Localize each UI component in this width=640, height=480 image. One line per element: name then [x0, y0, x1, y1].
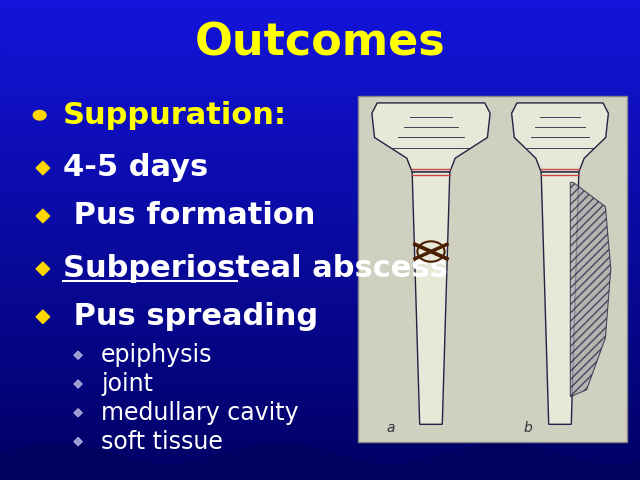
Polygon shape: [74, 408, 83, 417]
Bar: [0, 144, 640, 152]
Bar: [0, 272, 640, 280]
Polygon shape: [570, 182, 611, 396]
Bar: [0, 304, 640, 312]
Bar: [0, 376, 640, 384]
Bar: [0, 120, 640, 128]
Bar: [0, 352, 640, 360]
Bar: [0, 288, 640, 296]
Bar: [0, 32, 640, 40]
Polygon shape: [412, 172, 450, 424]
Text: epiphysis: epiphysis: [101, 343, 212, 367]
Bar: [0, 408, 640, 416]
Text: Outcomes: Outcomes: [195, 22, 445, 65]
Bar: [0, 48, 640, 56]
Bar: [0, 368, 640, 376]
Bar: [0, 104, 640, 112]
Bar: [0, 136, 640, 144]
Bar: [0, 160, 640, 168]
Bar: [0, 264, 640, 272]
Bar: [0, 8, 640, 16]
Bar: [0, 200, 640, 208]
Bar: [0, 152, 640, 160]
Polygon shape: [36, 209, 50, 223]
Bar: [0, 240, 640, 248]
Bar: [0, 128, 640, 136]
Bar: [0, 392, 640, 400]
Polygon shape: [511, 103, 609, 172]
Polygon shape: [36, 262, 50, 276]
FancyBboxPatch shape: [358, 96, 627, 442]
Bar: [0, 344, 640, 352]
Bar: [0, 40, 640, 48]
Text: soft tissue: soft tissue: [101, 430, 223, 454]
Bar: [0, 336, 640, 344]
Polygon shape: [74, 437, 83, 446]
Bar: [0, 312, 640, 320]
Polygon shape: [372, 103, 490, 172]
Polygon shape: [74, 351, 83, 360]
Bar: [0, 184, 640, 192]
Text: a: a: [387, 421, 395, 435]
Bar: [0, 256, 640, 264]
Bar: [0, 176, 640, 184]
Circle shape: [33, 110, 46, 120]
Bar: [0, 96, 640, 104]
Polygon shape: [74, 380, 83, 388]
Bar: [0, 168, 640, 176]
Bar: [0, 424, 640, 432]
Bar: [0, 56, 640, 64]
Bar: [0, 216, 640, 224]
Bar: [0, 384, 640, 392]
Bar: [0, 328, 640, 336]
Text: joint: joint: [101, 372, 153, 396]
Text: b: b: [524, 421, 532, 435]
Bar: [0, 88, 640, 96]
Text: medullary cavity: medullary cavity: [101, 401, 299, 425]
Bar: [0, 24, 640, 32]
Bar: [0, 72, 640, 80]
Bar: [0, 464, 640, 472]
Text: Pus spreading: Pus spreading: [63, 302, 318, 331]
Bar: [0, 472, 640, 480]
Bar: [0, 232, 640, 240]
Bar: [0, 432, 640, 440]
Bar: [0, 16, 640, 24]
Bar: [0, 416, 640, 424]
Bar: [0, 224, 640, 232]
Bar: [0, 400, 640, 408]
Bar: [0, 280, 640, 288]
Text: Subperiosteal abscess: Subperiosteal abscess: [63, 254, 447, 283]
Bar: [0, 360, 640, 368]
Bar: [0, 448, 640, 456]
Bar: [0, 80, 640, 88]
Bar: [0, 320, 640, 328]
Text: Suppuration:: Suppuration:: [63, 101, 287, 130]
Text: Pus formation: Pus formation: [63, 202, 315, 230]
Bar: [0, 440, 640, 448]
Bar: [0, 112, 640, 120]
Bar: [0, 248, 640, 256]
Bar: [0, 64, 640, 72]
Bar: [0, 208, 640, 216]
Text: 4-5 days: 4-5 days: [63, 154, 208, 182]
Bar: [0, 296, 640, 304]
Bar: [0, 0, 640, 8]
Polygon shape: [36, 310, 50, 324]
Bar: [0, 456, 640, 464]
Polygon shape: [36, 161, 50, 175]
Polygon shape: [541, 172, 579, 424]
Bar: [0, 192, 640, 200]
